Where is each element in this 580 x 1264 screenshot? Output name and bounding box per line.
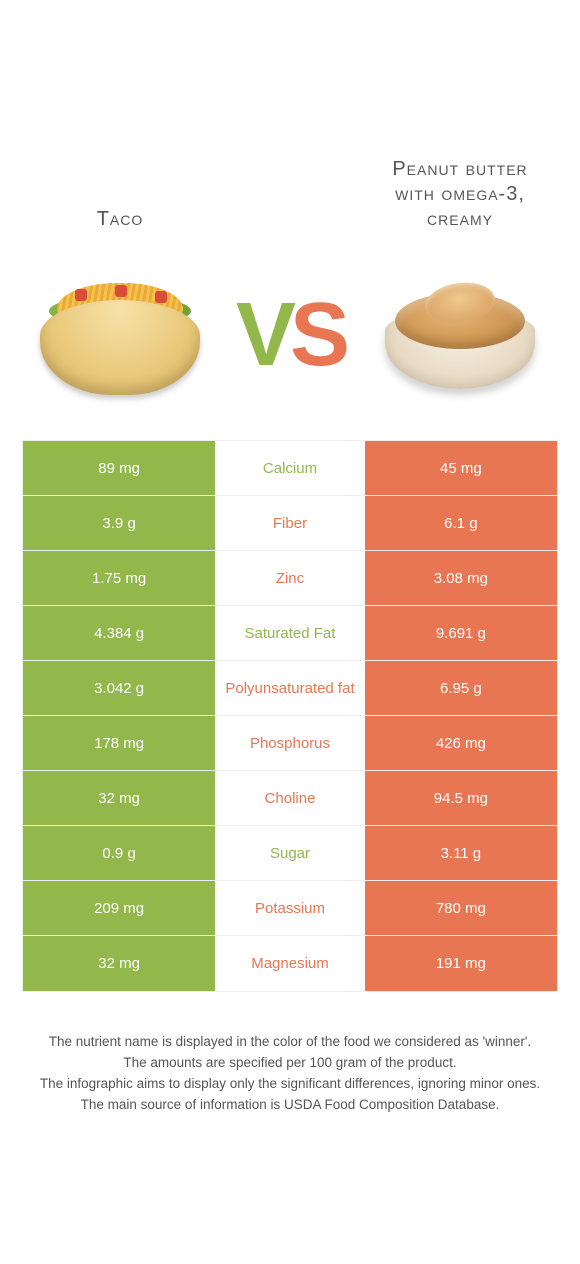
table-row: 0.9 gSugar3.11 g [23, 826, 557, 881]
nutrient-name: Zinc [215, 551, 365, 605]
left-food-title-col: Taco [30, 40, 210, 240]
right-food-image [370, 250, 550, 420]
right-value: 780 mg [365, 881, 557, 935]
header-titles: Taco Peanut butter with omega-3, creamy [0, 0, 580, 250]
table-row: 32 mgMagnesium191 mg [23, 936, 557, 991]
left-food-image [30, 250, 210, 420]
right-food-title: Peanut butter with omega-3, creamy [370, 157, 550, 232]
footnote-line: The main source of information is USDA F… [28, 1095, 552, 1116]
table-row: 209 mgPotassium780 mg [23, 881, 557, 936]
left-value: 4.384 g [23, 606, 215, 660]
table-row: 32 mgCholine94.5 mg [23, 771, 557, 826]
nutrient-name: Potassium [215, 881, 365, 935]
table-row: 4.384 gSaturated Fat9.691 g [23, 606, 557, 661]
table-row: 1.75 mgZinc3.08 mg [23, 551, 557, 606]
right-value: 9.691 g [365, 606, 557, 660]
right-value: 3.08 mg [365, 551, 557, 605]
nutrient-name: Calcium [215, 441, 365, 495]
nutrient-table: 89 mgCalcium45 mg3.9 gFiber6.1 g1.75 mgZ… [22, 440, 558, 992]
nutrient-name: Phosphorus [215, 716, 365, 770]
nutrient-name: Magnesium [215, 936, 365, 991]
left-value: 32 mg [23, 771, 215, 825]
nutrient-name: Polyunsaturated fat [215, 661, 365, 715]
right-value: 3.11 g [365, 826, 557, 880]
right-value: 94.5 mg [365, 771, 557, 825]
table-row: 89 mgCalcium45 mg [23, 441, 557, 496]
left-value: 3.9 g [23, 496, 215, 550]
right-value: 6.1 g [365, 496, 557, 550]
footnote-line: The infographic aims to display only the… [28, 1074, 552, 1095]
table-row: 3.9 gFiber6.1 g [23, 496, 557, 551]
left-value: 89 mg [23, 441, 215, 495]
images-row: VS [0, 250, 580, 440]
nutrient-name: Fiber [215, 496, 365, 550]
footnote-line: The amounts are specified per 100 gram o… [28, 1053, 552, 1074]
left-value: 209 mg [23, 881, 215, 935]
left-food-title: Taco [30, 207, 210, 232]
vs-v: V [236, 285, 290, 385]
peanut-butter-icon [375, 275, 545, 395]
table-row: 3.042 gPolyunsaturated fat6.95 g [23, 661, 557, 716]
nutrient-name: Sugar [215, 826, 365, 880]
nutrient-name: Choline [215, 771, 365, 825]
vs-s: S [290, 285, 344, 385]
footnote-line: The nutrient name is displayed in the co… [28, 1032, 552, 1053]
right-value: 6.95 g [365, 661, 557, 715]
table-row: 178 mgPhosphorus426 mg [23, 716, 557, 771]
left-value: 178 mg [23, 716, 215, 770]
left-value: 32 mg [23, 936, 215, 991]
nutrient-name: Saturated Fat [215, 606, 365, 660]
footnotes: The nutrient name is displayed in the co… [28, 1032, 552, 1116]
left-value: 1.75 mg [23, 551, 215, 605]
right-value: 426 mg [365, 716, 557, 770]
taco-icon [35, 275, 205, 395]
left-value: 0.9 g [23, 826, 215, 880]
right-value: 45 mg [365, 441, 557, 495]
right-value: 191 mg [365, 936, 557, 991]
left-value: 3.042 g [23, 661, 215, 715]
vs-label: VS [210, 290, 370, 380]
right-food-title-col: Peanut butter with omega-3, creamy [370, 40, 550, 240]
